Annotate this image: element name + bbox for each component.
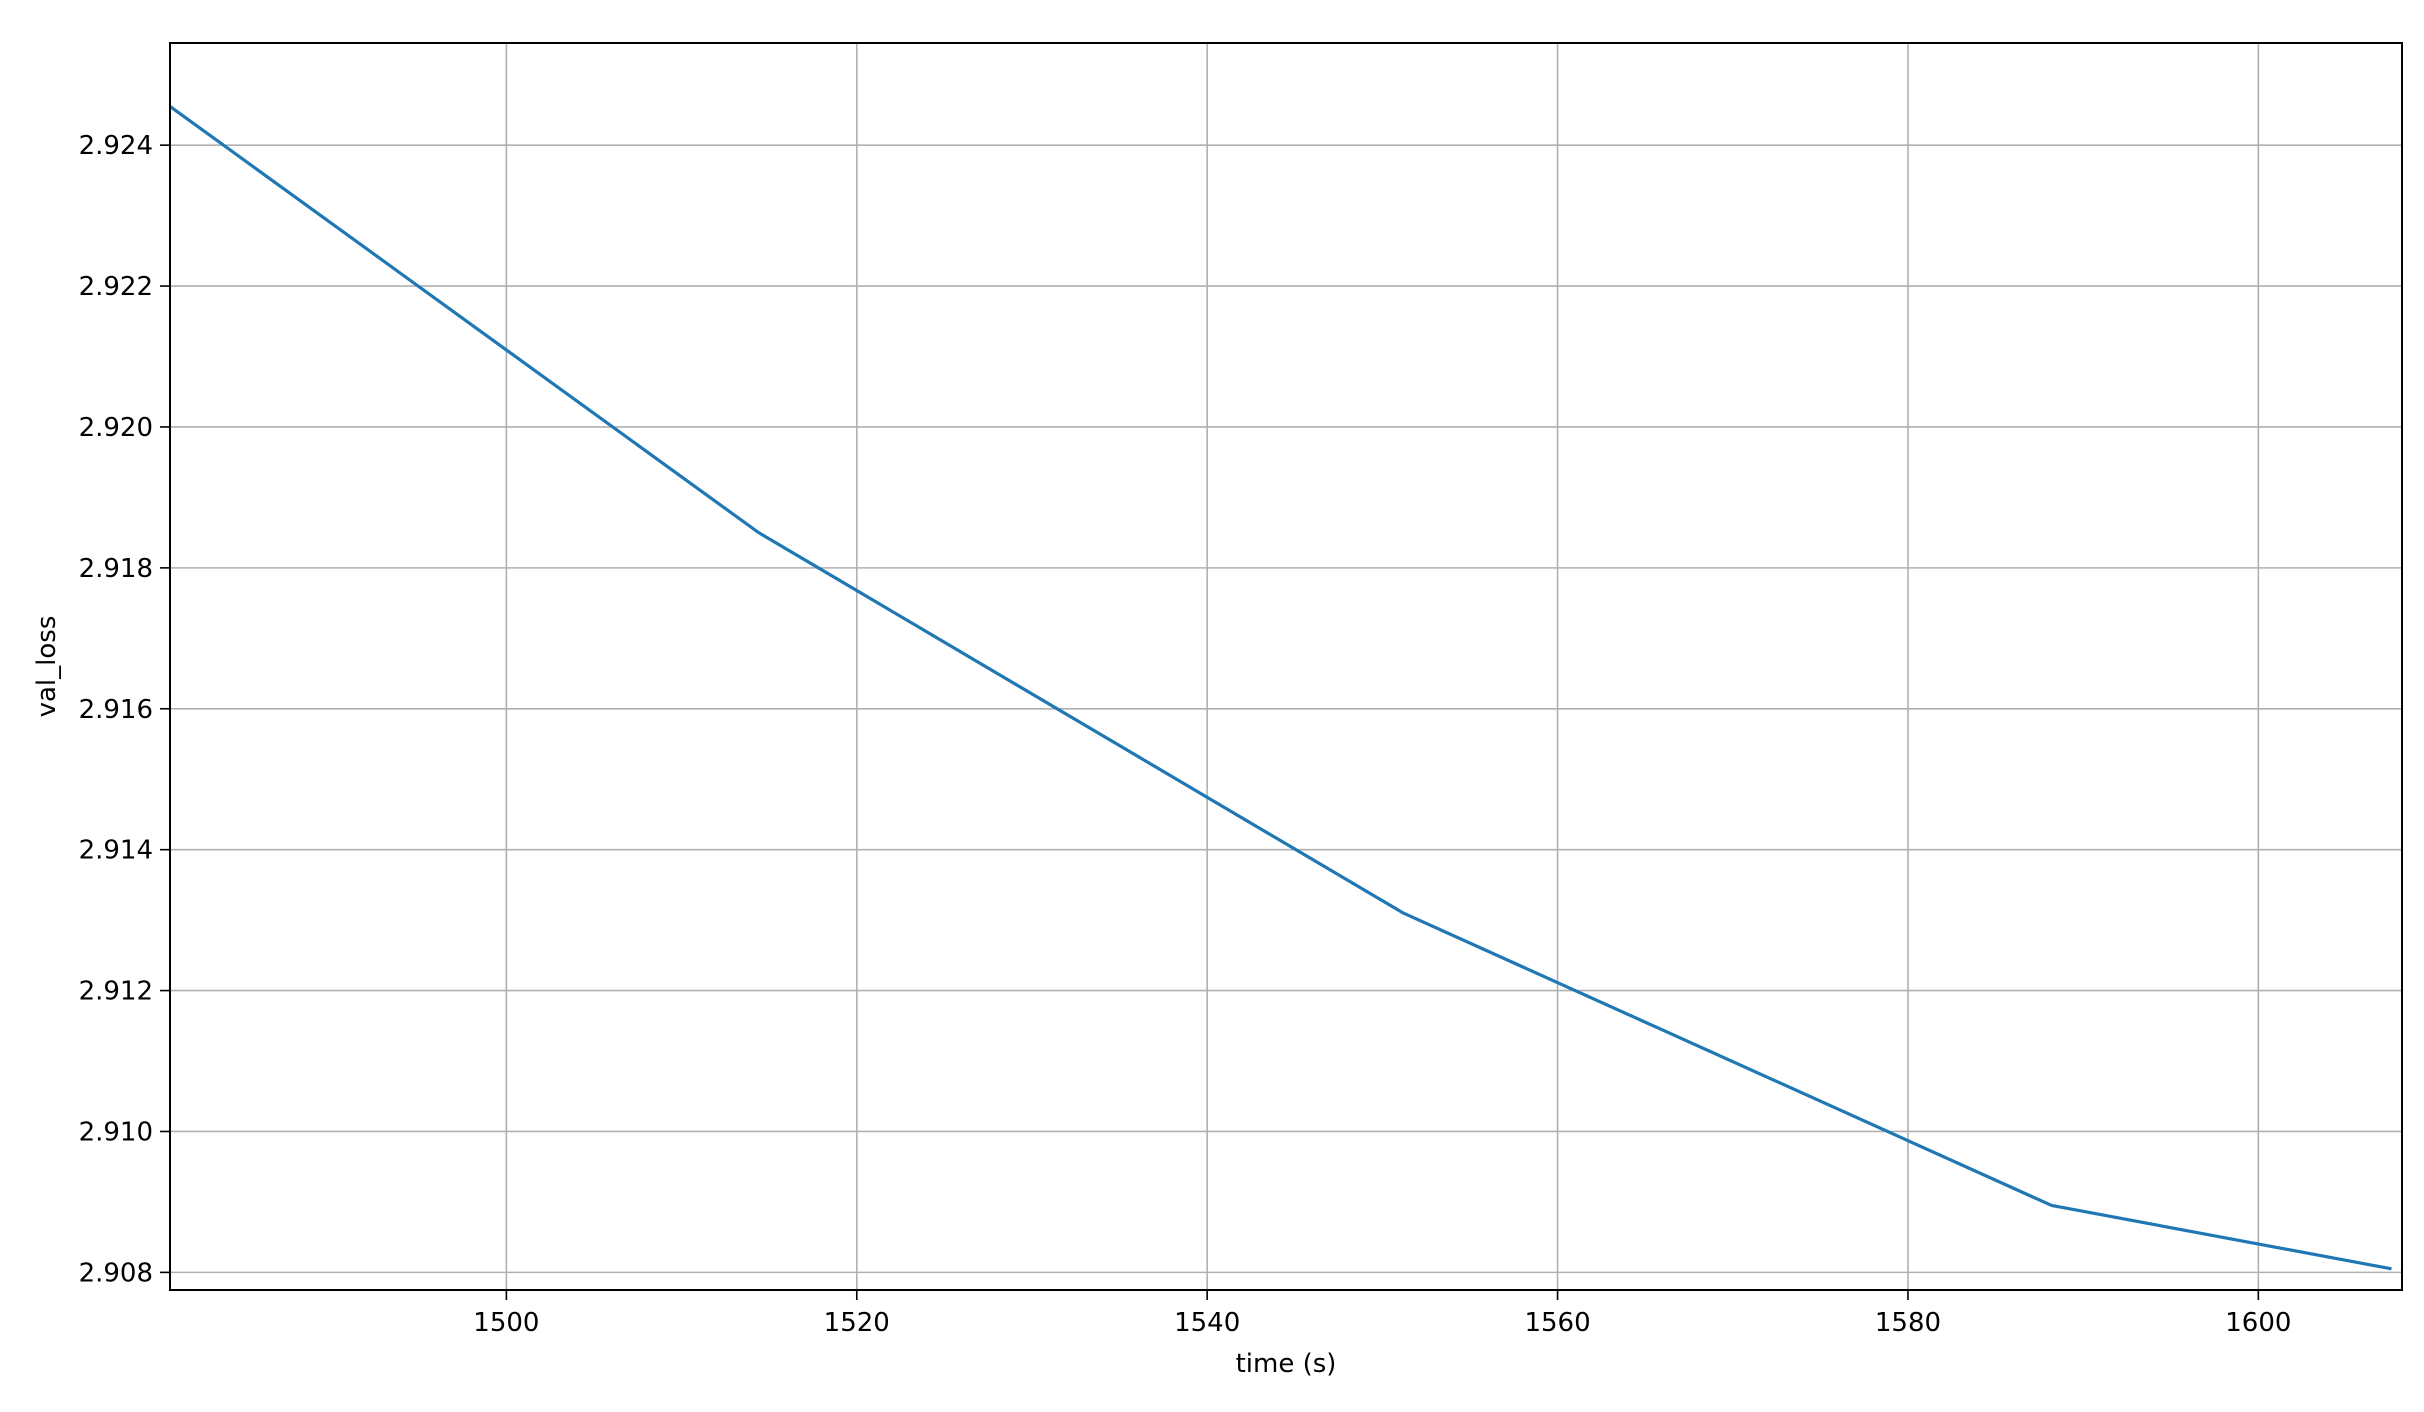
x-tick-label: 1580 [1875,1308,1941,1338]
series-line [169,105,2392,1271]
y-tick-label: 2.914 [79,836,153,866]
y-tick-label: 2.908 [79,1258,153,1288]
ticks [160,144,2260,1300]
x-tick-label: 1500 [473,1308,539,1338]
y-tick-label: 2.924 [79,131,153,161]
y-tick-label: 2.912 [79,977,153,1007]
y-tick-label: 2.918 [79,554,153,584]
x-tick-label: 1540 [1174,1308,1240,1338]
x-tick-label: 1600 [2225,1308,2291,1338]
y-tick-label: 2.916 [79,695,153,725]
x-axis-label: time (s) [1236,1349,1337,1379]
y-tick-label: 2.922 [79,272,153,302]
y-tick-label: 2.910 [79,1117,153,1147]
y-tick-label: 2.920 [79,413,153,443]
tick-labels: 1500 1520 1540 1560 1580 1600 2.908 2.910 2.912 2… [79,131,2292,1338]
plot-frame [169,42,2403,1291]
y-axis-label: val_loss [32,616,62,718]
grid [170,43,2402,1290]
series-layer [169,105,2392,1271]
x-tick-label: 1520 [824,1308,890,1338]
x-tick-label: 1560 [1524,1308,1590,1338]
